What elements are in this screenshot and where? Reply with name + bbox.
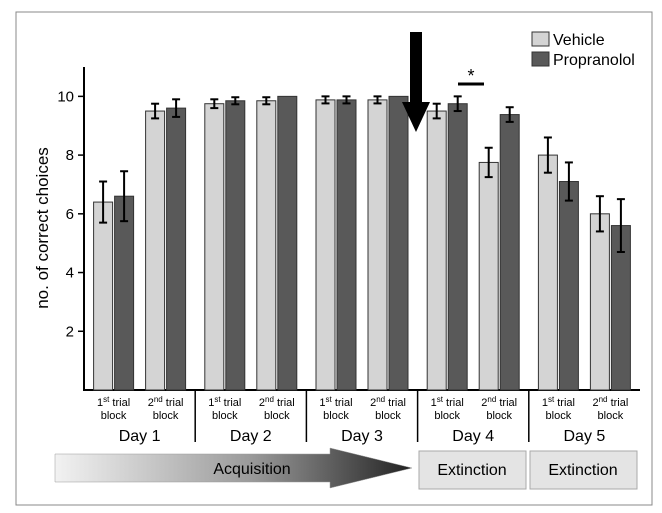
y-tick-label: 2	[66, 323, 74, 340]
bar-propranolol-day2-block2	[277, 95, 298, 391]
legend-label-vehicle: Vehicle	[553, 32, 605, 49]
bar-propranolol-day1-block1	[114, 195, 135, 391]
extinction-box-day5	[529, 450, 638, 490]
block-label-line1: 1st trial	[431, 395, 464, 409]
day-label: Day 3	[341, 428, 383, 445]
acquisition-arrow	[54, 447, 413, 489]
block-label-line1: 2nd trial	[148, 395, 184, 409]
legend-swatch-vehicle	[531, 31, 550, 47]
bar-propranolol-day4-block2	[499, 114, 520, 391]
legend: Vehicle Propranolol	[531, 31, 635, 69]
block-label-line2: block	[375, 410, 401, 422]
y-tick-label: 8	[66, 147, 74, 164]
block-label-line1: 1st trial	[208, 395, 241, 409]
block-label-line2: block	[101, 410, 127, 422]
bar-vehicle-day4-block2	[478, 161, 499, 391]
bar-vehicle-day2-block1	[204, 103, 225, 391]
day-label: Day 1	[119, 428, 161, 445]
significance-star: *	[467, 66, 474, 86]
phase-acquisition: Acquisition	[54, 447, 413, 489]
extinction-label-day5: Extinction	[548, 462, 617, 479]
day-label: Day 2	[230, 428, 272, 445]
phase-extinction-day4: Extinction	[418, 450, 527, 490]
extinction-label-day4: Extinction	[437, 462, 506, 479]
bar-vehicle-day4-block1	[426, 110, 447, 391]
legend-label-propranolol: Propranolol	[553, 52, 635, 69]
bar-propranolol-day3-block1	[336, 99, 357, 391]
block-label-line1: 1st trial	[97, 395, 130, 409]
block-label-line1: 2nd trial	[370, 395, 406, 409]
day-label: Day 5	[564, 428, 606, 445]
y-tick-label: 6	[66, 206, 74, 223]
legend-swatch-propranolol	[531, 51, 550, 67]
acquisition-label: Acquisition	[213, 461, 290, 478]
block-label-line2: block	[434, 410, 460, 422]
block-label-line1: 2nd trial	[481, 395, 517, 409]
phase-extinction-day5: Extinction	[529, 450, 638, 490]
y-tick-label: 10	[57, 88, 74, 105]
bar-vehicle-day3-block2	[367, 99, 388, 391]
extinction-box-day4	[418, 450, 527, 490]
bar-vehicle-day5-block1	[537, 154, 558, 391]
bar-propranolol-day3-block2	[388, 95, 409, 391]
block-label-line1: 2nd trial	[592, 395, 628, 409]
bar-vehicle-day5-block2	[589, 213, 610, 391]
block-label-line2: block	[546, 410, 572, 422]
y-axis-label: no. of correct choices	[33, 147, 52, 309]
block-label-line1: 2nd trial	[259, 395, 295, 409]
block-label-line2: block	[323, 410, 349, 422]
day-label: Day 4	[452, 428, 494, 445]
intervention-arrow	[402, 32, 430, 132]
bar-propranolol-day4-block1	[447, 103, 468, 391]
block-label-line2: block	[486, 410, 512, 422]
bar-vehicle-day2-block2	[256, 100, 277, 391]
bar-propranolol-day1-block2	[166, 107, 187, 391]
block-label-line1: 1st trial	[319, 395, 352, 409]
bar-vehicle-day1-block1	[93, 201, 114, 391]
y-tick-label: 4	[66, 265, 74, 282]
bar-propranolol-day5-block1	[558, 181, 579, 391]
block-label-line2: block	[212, 410, 238, 422]
block-label-line2: block	[264, 410, 290, 422]
bar-vehicle-day3-block1	[315, 99, 336, 391]
bar-vehicle-day1-block2	[145, 110, 166, 391]
block-label-line1: 1st trial	[542, 395, 575, 409]
bar-propranolol-day2-block1	[225, 100, 246, 391]
block-label-line2: block	[598, 410, 624, 422]
block-label-line2: block	[153, 410, 179, 422]
